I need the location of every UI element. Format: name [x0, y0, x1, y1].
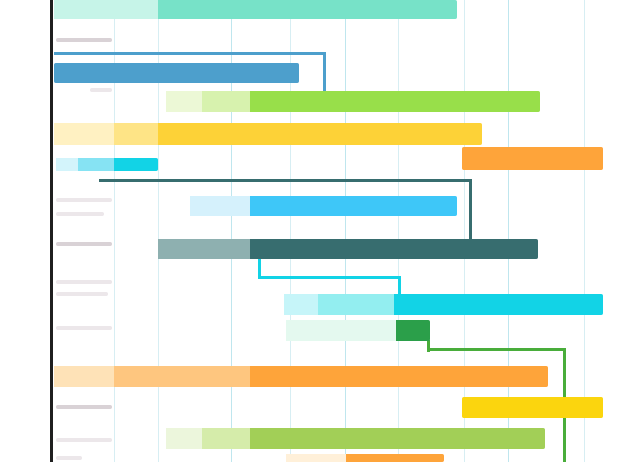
- task-bar-faded-lead: [56, 158, 78, 171]
- task-bar[interactable]: [54, 0, 457, 19]
- task-bar-faded-lead: [54, 366, 114, 387]
- task-bar-faded-lead: [54, 123, 114, 145]
- dependency-connector: [54, 52, 326, 55]
- task-bar-faded-lead: [166, 91, 202, 112]
- grid-line: [231, 0, 232, 462]
- task-bar-faded-lead: [78, 158, 114, 171]
- dependency-connector: [427, 340, 430, 352]
- dependency-connector: [323, 52, 326, 92]
- task-bar[interactable]: [54, 123, 482, 145]
- grid-line: [158, 0, 159, 462]
- task-bar-faded-lead: [286, 454, 346, 462]
- task-bar[interactable]: [462, 397, 603, 418]
- task-bar-faded-lead: [114, 366, 250, 387]
- task-bar-faded-lead: [286, 320, 396, 341]
- task-bar[interactable]: [166, 428, 545, 449]
- task-bar[interactable]: [286, 320, 430, 341]
- task-bar[interactable]: [286, 454, 444, 462]
- grid-line: [398, 0, 399, 462]
- task-bar-faded-lead: [202, 428, 250, 449]
- task-bar-faded-lead: [158, 239, 250, 259]
- task-bar[interactable]: [54, 366, 548, 387]
- dependency-connector: [99, 179, 472, 182]
- task-bar-faded-lead: [318, 294, 394, 315]
- task-bar-faded-lead: [190, 196, 250, 216]
- task-bar-faded-lead: [166, 428, 202, 449]
- task-bar-faded-lead: [54, 0, 158, 19]
- task-label-placeholder: [56, 438, 112, 442]
- task-bar[interactable]: [158, 239, 538, 259]
- dependency-connector: [398, 276, 401, 296]
- task-label-placeholder: [56, 38, 112, 42]
- task-label-placeholder: [56, 456, 82, 460]
- task-bar-faded-lead: [202, 91, 250, 112]
- grid-line: [508, 0, 509, 462]
- task-label-placeholder: [56, 198, 112, 202]
- task-label-placeholder: [56, 405, 112, 409]
- task-label-placeholder: [56, 242, 112, 246]
- task-bar[interactable]: [190, 196, 457, 216]
- task-bar[interactable]: [462, 147, 603, 170]
- task-label-placeholder: [90, 88, 112, 92]
- task-bar[interactable]: [166, 91, 540, 112]
- task-bar-faded-lead: [114, 123, 158, 145]
- task-bar-faded-lead: [284, 294, 318, 315]
- grid-line: [290, 0, 291, 462]
- task-bar[interactable]: [284, 294, 603, 315]
- task-label-placeholder: [56, 326, 112, 330]
- task-label-placeholder: [56, 280, 112, 284]
- task-label-placeholder: [56, 292, 108, 296]
- grid-line: [114, 0, 115, 462]
- dependency-connector: [469, 179, 472, 239]
- dependency-connector: [258, 258, 261, 278]
- dependency-connector: [427, 348, 566, 351]
- grid-line: [584, 0, 585, 462]
- grid-line: [464, 0, 465, 462]
- dependency-connector: [258, 276, 401, 279]
- task-label-placeholder: [56, 212, 104, 216]
- task-bar[interactable]: [54, 63, 299, 83]
- grid-line: [345, 0, 346, 462]
- timeline-axis: [50, 0, 53, 462]
- task-bar[interactable]: [56, 158, 158, 171]
